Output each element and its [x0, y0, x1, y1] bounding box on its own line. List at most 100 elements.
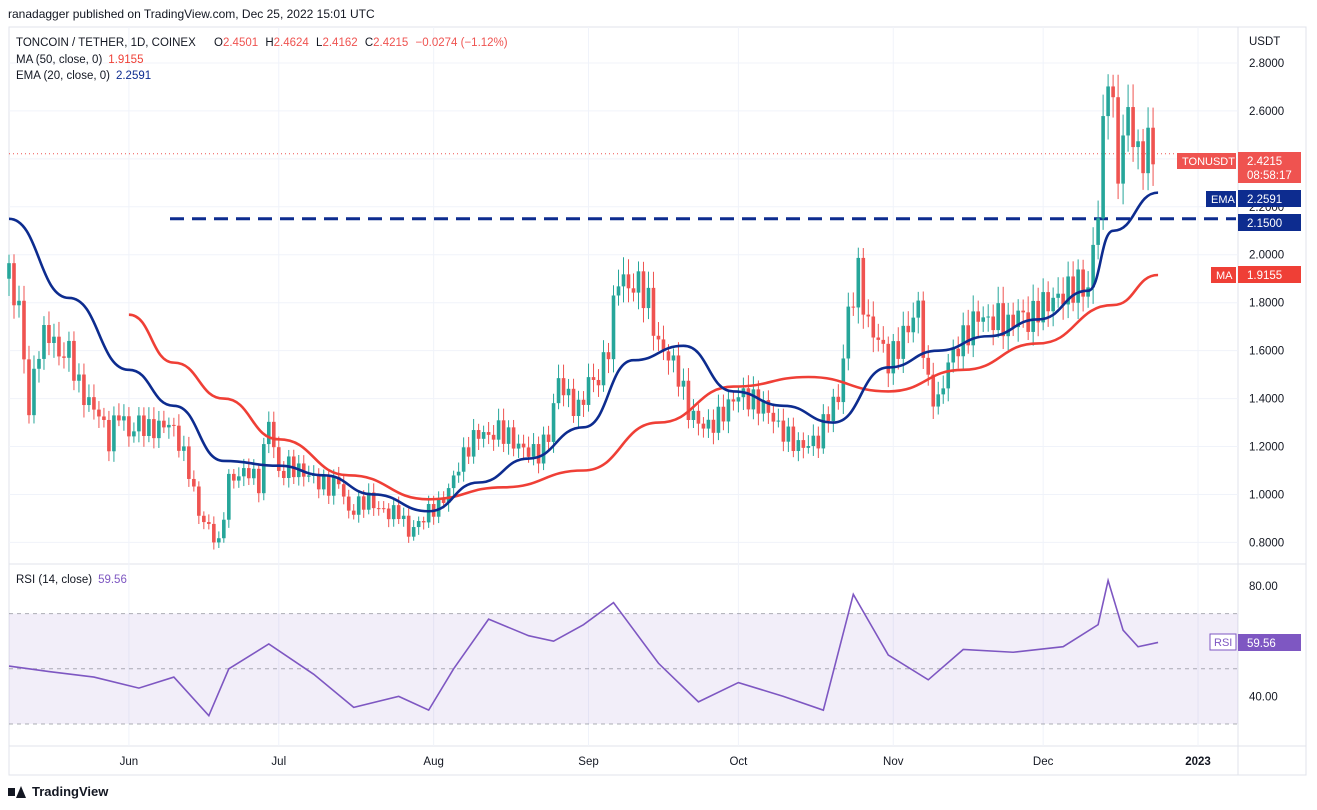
- candle-body: [881, 339, 886, 344]
- candle-body: [416, 521, 421, 528]
- candle-body: [481, 432, 486, 439]
- candle-body: [331, 476, 336, 496]
- candle-body: [122, 416, 126, 421]
- candles: [7, 74, 1155, 550]
- candle-body: [956, 348, 961, 357]
- candle-body: [341, 484, 346, 497]
- ma50-line: [128, 273, 1159, 501]
- candle-body: [556, 378, 561, 404]
- rsi-price-tag: RSI 59.56: [1209, 633, 1301, 651]
- candle-body: [896, 341, 901, 359]
- candle-body: [661, 339, 666, 352]
- candle-body: [861, 257, 866, 315]
- candle-body: [531, 444, 536, 457]
- candle-body: [951, 348, 956, 363]
- legend-symbol: TONCOIN / TETHER, 1D, COINEX: [16, 37, 196, 49]
- candle-body: [97, 409, 101, 417]
- ma-tag-text: MA: [1216, 270, 1233, 282]
- candle-body: [491, 434, 496, 440]
- legend-h-label: H: [265, 37, 273, 49]
- candle-body: [846, 306, 851, 359]
- legend-ma: MA (50, close, 0) 1.9155: [16, 54, 143, 66]
- legend-o-label: O: [214, 37, 223, 49]
- candle-body: [676, 355, 681, 387]
- candle-body: [486, 432, 491, 435]
- candle-body: [536, 444, 541, 464]
- candle-body: [441, 499, 446, 503]
- candle-body: [1106, 86, 1110, 117]
- candle-body: [451, 475, 456, 489]
- footer-brand[interactable]: TradingView: [8, 784, 108, 799]
- candle-body: [856, 257, 861, 308]
- candle-body: [376, 508, 381, 510]
- candle-body: [1081, 269, 1085, 297]
- time-tick-label: Dec: [1033, 756, 1054, 768]
- candle-body: [681, 380, 686, 387]
- price-tick-label: 2.8000: [1249, 58, 1284, 70]
- last-price-text: 2.4215: [1247, 156, 1282, 168]
- candle-body: [961, 325, 966, 357]
- candle-body: [27, 359, 31, 416]
- time-tick-label: Oct: [729, 756, 748, 768]
- level-price-text: 2.1500: [1247, 218, 1282, 230]
- legend-rsi-value: 59.56: [98, 574, 127, 586]
- level-price-tag: 2.1500: [1238, 214, 1301, 231]
- tradingview-logo-icon: [8, 785, 26, 798]
- price-axis-unit: USDT: [1249, 36, 1280, 48]
- legend-change: −0.0274 (−1.12%): [416, 37, 508, 49]
- candle-body: [826, 414, 831, 422]
- legend-ema-label: EMA (20, close, 0): [16, 70, 110, 82]
- last-price-tag: TONUSDT 2.4215 08:58:17: [1177, 152, 1301, 183]
- candle-body: [836, 396, 841, 403]
- candle-body: [766, 400, 771, 413]
- candle-body: [506, 427, 511, 444]
- candle-body: [426, 504, 431, 523]
- price-tick-label: 1.6000: [1249, 346, 1284, 358]
- candle-body: [876, 337, 881, 340]
- candle-body: [996, 303, 1000, 331]
- ema20-path: [8, 191, 1159, 513]
- candle-body: [242, 468, 246, 477]
- candle-body: [77, 374, 81, 381]
- rsi-line: [8, 577, 1159, 718]
- candle-body: [751, 389, 756, 410]
- legend-ma-label: MA (50, close, 0): [16, 54, 102, 66]
- candle-body: [711, 419, 716, 433]
- candle-body: [1146, 127, 1150, 174]
- candle-body: [381, 508, 386, 510]
- candle-body: [1131, 107, 1135, 148]
- time-tick-label: Sep: [578, 756, 598, 768]
- candle-body: [37, 358, 41, 369]
- candle-body: [227, 473, 231, 520]
- candle-body: [546, 434, 551, 442]
- candle-body: [17, 300, 21, 306]
- symbol-tag-text: TONUSDT: [1182, 156, 1235, 168]
- candle-body: [796, 440, 801, 452]
- legend-l: 2.4162: [322, 37, 357, 49]
- candle-body: [152, 419, 156, 439]
- candle-body: [1026, 312, 1030, 332]
- candle-body: [551, 403, 556, 442]
- candle-body: [616, 286, 621, 296]
- rsi-price-text: 59.56: [1247, 638, 1276, 650]
- candle-body: [157, 420, 161, 439]
- candle-body: [1011, 314, 1015, 328]
- candle-body: [247, 468, 251, 479]
- price-pane-frame: [8, 26, 1307, 565]
- candle-body: [421, 521, 426, 523]
- candle-body: [371, 492, 376, 509]
- candle-body: [1101, 116, 1105, 219]
- candle-body: [726, 399, 731, 422]
- time-tick-label: 2023: [1185, 756, 1211, 768]
- candle-body: [686, 380, 691, 420]
- candle-body: [921, 300, 926, 358]
- time-tick-label: Jul: [271, 756, 286, 768]
- candle-body: [182, 446, 186, 451]
- candle-body: [991, 316, 995, 331]
- candle-body: [606, 352, 611, 360]
- rsi-tag-text: RSI: [1214, 637, 1232, 649]
- candle-body: [256, 468, 261, 494]
- candle-body: [671, 355, 676, 361]
- candle-body: [851, 306, 856, 308]
